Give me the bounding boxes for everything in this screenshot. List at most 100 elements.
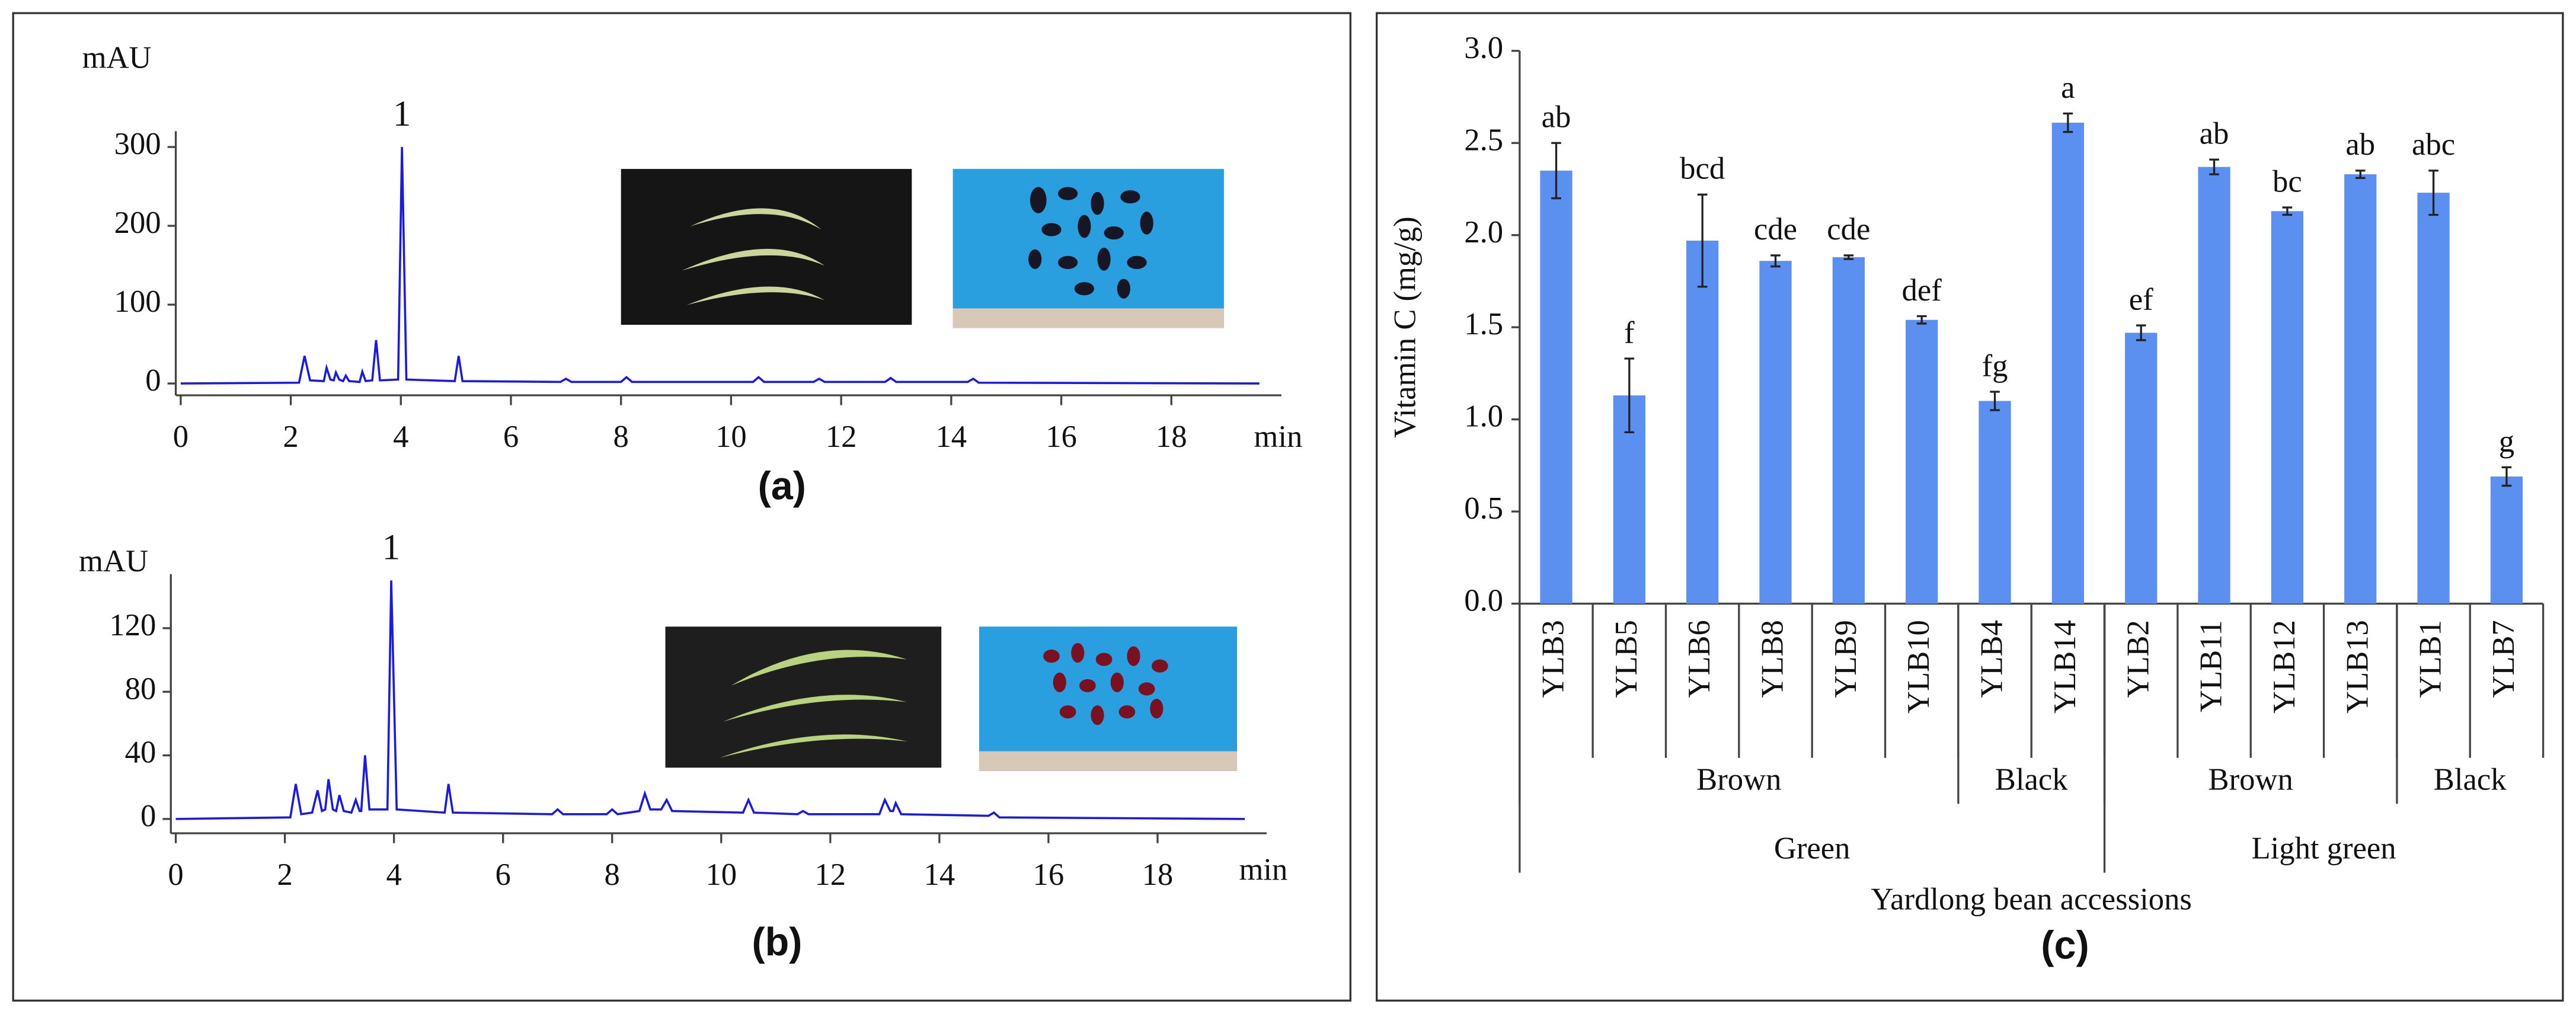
- significance-letter: bc: [2273, 164, 2302, 199]
- error-bar: [2428, 170, 2438, 216]
- significance-letter: def: [1902, 273, 1942, 308]
- group-label: Black: [2434, 762, 2507, 797]
- y-tick-label: 0.5: [1464, 491, 1503, 526]
- x-tick-label: 10: [715, 420, 747, 454]
- x-tick-label: YLB6: [1682, 620, 1717, 698]
- y-tick-label: 1.0: [1464, 399, 1503, 434]
- bar: [2198, 167, 2230, 604]
- significance-letter: ab: [1542, 100, 1571, 135]
- x-tick-label: YLB10: [1901, 620, 1936, 714]
- x-tick-label: YLB14: [2048, 620, 2082, 714]
- bar: [2344, 174, 2377, 604]
- error-bar: [1624, 357, 1635, 434]
- y-tick-label: 300: [114, 127, 161, 161]
- group-label: Green: [1774, 831, 1850, 866]
- x-tick-label: YLB13: [2340, 620, 2374, 714]
- x-tick-label: 6: [496, 858, 511, 892]
- significance-letter: cde: [1754, 212, 1797, 247]
- x-tick-label: 14: [935, 420, 967, 454]
- error-bar: [1843, 254, 1854, 260]
- bar: [2271, 211, 2304, 604]
- error-bar: [2209, 158, 2219, 175]
- significance-letter: ab: [2200, 117, 2229, 151]
- error-bar: [2501, 466, 2512, 487]
- x-tick-label: 0: [168, 858, 183, 892]
- group-label: Black: [1995, 762, 2068, 797]
- bar: [1979, 401, 2011, 604]
- significance-letter: ab: [2345, 127, 2375, 162]
- y-tick-label: 0.0: [1464, 584, 1503, 618]
- x-tick-label: 14: [924, 858, 955, 892]
- x-tick-label: 16: [1046, 420, 1077, 454]
- caption: (b): [752, 920, 803, 964]
- bar: [1540, 170, 1573, 604]
- bar: [2490, 476, 2523, 604]
- x-tick-label: YLB9: [1829, 620, 1863, 698]
- error-bar: [1551, 142, 1561, 200]
- significance-letter: abc: [2412, 127, 2455, 162]
- x-tick-label: YLB7: [2486, 620, 2521, 698]
- x-tick-label: 6: [503, 420, 519, 454]
- error-bar: [1916, 315, 1927, 325]
- caption: (c): [2041, 923, 2089, 967]
- x-unit: min: [1239, 853, 1287, 887]
- x-tick-label: 18: [1142, 858, 1174, 892]
- error-bar: [1697, 193, 1708, 288]
- y-tick-label: 1.5: [1464, 307, 1503, 341]
- group-label: Brown: [1696, 762, 1781, 797]
- x-tick-label: 12: [826, 420, 857, 454]
- significance-letter: g: [2499, 424, 2514, 459]
- bar: [1686, 241, 1719, 604]
- group-label: Light green: [2251, 831, 2396, 866]
- panel-frame: [12, 12, 1351, 1002]
- x-axis-title: Yardlong bean accessions: [1871, 882, 2191, 916]
- significance-letter: bcd: [1680, 152, 1725, 186]
- y-unit: mAU: [79, 544, 148, 578]
- x-tick-label: 0: [173, 420, 188, 454]
- pod-photo: [665, 626, 942, 768]
- significance-letter: a: [2061, 71, 2075, 105]
- peak-label: 1: [382, 528, 400, 568]
- chromatogram-line: [175, 580, 1245, 820]
- seed-photo: [979, 626, 1238, 771]
- y-unit: mAU: [82, 41, 152, 75]
- x-tick-label: 10: [705, 858, 737, 892]
- chromatogram-line: [180, 146, 1260, 385]
- x-tick-label: YLB5: [1609, 620, 1644, 698]
- x-tick-label: 8: [605, 858, 620, 892]
- y-tick-label: 0: [140, 799, 156, 833]
- seed-photo: [953, 169, 1224, 328]
- x-tick-label: YLB1: [2414, 620, 2448, 698]
- y-tick-label: 2.5: [1464, 123, 1503, 157]
- error-bar: [2136, 324, 2146, 341]
- x-tick-label: 16: [1033, 858, 1065, 892]
- significance-letter: f: [1624, 315, 1635, 350]
- error-bar: [2355, 170, 2366, 179]
- bar: [2417, 193, 2450, 604]
- x-tick-label: 2: [277, 858, 292, 892]
- bar: [1906, 319, 1938, 604]
- significance-letter: fg: [1982, 348, 2008, 383]
- y-tick-label: 3.0: [1464, 31, 1503, 65]
- x-tick-label: 18: [1156, 420, 1187, 454]
- bar: [1832, 257, 1865, 604]
- bar: [2051, 123, 2084, 604]
- x-tick-label: YLB11: [2194, 620, 2229, 712]
- bar: [2125, 332, 2158, 604]
- x-tick-label: 2: [283, 420, 298, 454]
- x-tick-label: YLB4: [1975, 620, 2009, 698]
- caption: (a): [758, 464, 806, 508]
- y-tick-label: 80: [125, 671, 156, 706]
- error-bar: [2282, 206, 2293, 216]
- significance-letter: ef: [2129, 282, 2153, 316]
- error-bar: [2063, 112, 2073, 133]
- x-tick-label: YLB2: [2121, 620, 2155, 698]
- x-tick-label: 12: [814, 858, 846, 892]
- bar: [1759, 261, 1792, 604]
- x-tick-label: YLB3: [1536, 620, 1571, 698]
- x-unit: min: [1254, 420, 1302, 454]
- peak-label: 1: [393, 94, 411, 134]
- y-tick-label: 100: [114, 284, 161, 319]
